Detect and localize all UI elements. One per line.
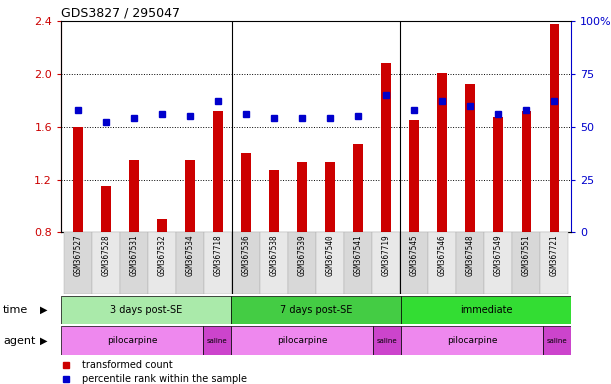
Bar — [466, 84, 475, 232]
Bar — [61, 296, 231, 324]
Text: 7 days post-SE: 7 days post-SE — [280, 305, 353, 315]
Text: transformed count: transformed count — [81, 360, 172, 370]
Text: pilocarpine: pilocarpine — [447, 336, 497, 345]
Bar — [241, 153, 251, 232]
Bar — [381, 63, 391, 232]
Bar — [176, 232, 204, 294]
Bar — [549, 24, 560, 232]
Text: GSM367531: GSM367531 — [130, 234, 139, 276]
Bar — [541, 232, 568, 294]
Bar — [61, 326, 203, 355]
Bar — [401, 326, 543, 355]
Text: GSM367721: GSM367721 — [550, 234, 559, 276]
Text: time: time — [3, 305, 28, 315]
Text: GSM367719: GSM367719 — [382, 234, 391, 276]
Text: saline: saline — [547, 338, 568, 344]
Bar — [543, 326, 571, 355]
Bar — [353, 144, 363, 232]
Text: GSM367546: GSM367546 — [438, 234, 447, 276]
Bar — [101, 186, 111, 232]
Text: 3 days post-SE: 3 days post-SE — [110, 305, 182, 315]
Text: ▶: ▶ — [40, 336, 48, 346]
Bar — [494, 118, 503, 232]
Bar — [288, 232, 316, 294]
Bar — [157, 219, 167, 232]
Bar — [485, 232, 513, 294]
Bar — [344, 232, 372, 294]
Text: GSM367551: GSM367551 — [522, 234, 531, 276]
Bar — [437, 73, 447, 232]
Bar — [316, 232, 344, 294]
Bar — [148, 232, 176, 294]
Text: pilocarpine: pilocarpine — [277, 336, 327, 345]
Text: percentile rank within the sample: percentile rank within the sample — [81, 374, 246, 384]
Bar — [428, 232, 456, 294]
Text: pilocarpine: pilocarpine — [107, 336, 157, 345]
Bar — [260, 232, 288, 294]
Bar — [401, 296, 571, 324]
Bar — [325, 162, 335, 232]
Text: GSM367545: GSM367545 — [410, 234, 419, 276]
Bar — [232, 232, 260, 294]
Text: saline: saline — [207, 338, 227, 344]
Bar — [120, 232, 148, 294]
Text: GSM367532: GSM367532 — [158, 234, 167, 276]
Bar — [231, 296, 401, 324]
Bar — [513, 232, 541, 294]
Bar — [92, 232, 120, 294]
Text: GSM367549: GSM367549 — [494, 234, 503, 276]
Bar — [372, 232, 400, 294]
Bar — [73, 127, 83, 232]
Text: GDS3827 / 295047: GDS3827 / 295047 — [61, 7, 180, 20]
Text: GSM367536: GSM367536 — [241, 234, 251, 276]
Bar — [298, 162, 307, 232]
Text: ▶: ▶ — [40, 305, 48, 315]
Text: GSM367534: GSM367534 — [186, 234, 194, 276]
Text: GSM367539: GSM367539 — [298, 234, 307, 276]
Text: GSM367528: GSM367528 — [101, 234, 111, 276]
Bar — [400, 232, 428, 294]
Bar — [129, 160, 139, 232]
Text: GSM367548: GSM367548 — [466, 234, 475, 276]
Text: GSM367541: GSM367541 — [354, 234, 363, 276]
Text: GSM367718: GSM367718 — [214, 234, 222, 276]
Bar — [213, 111, 223, 232]
Bar — [409, 120, 419, 232]
Bar — [185, 160, 195, 232]
Bar — [522, 111, 532, 232]
Bar — [269, 170, 279, 232]
Bar — [456, 232, 485, 294]
Bar — [64, 232, 92, 294]
Bar — [373, 326, 401, 355]
Text: GSM367538: GSM367538 — [269, 234, 279, 276]
Bar — [231, 326, 373, 355]
Text: immediate: immediate — [460, 305, 513, 315]
Text: agent: agent — [3, 336, 35, 346]
Bar — [203, 326, 231, 355]
Bar — [204, 232, 232, 294]
Text: GSM367540: GSM367540 — [326, 234, 335, 276]
Text: saline: saline — [377, 338, 397, 344]
Text: GSM367527: GSM367527 — [73, 234, 82, 276]
